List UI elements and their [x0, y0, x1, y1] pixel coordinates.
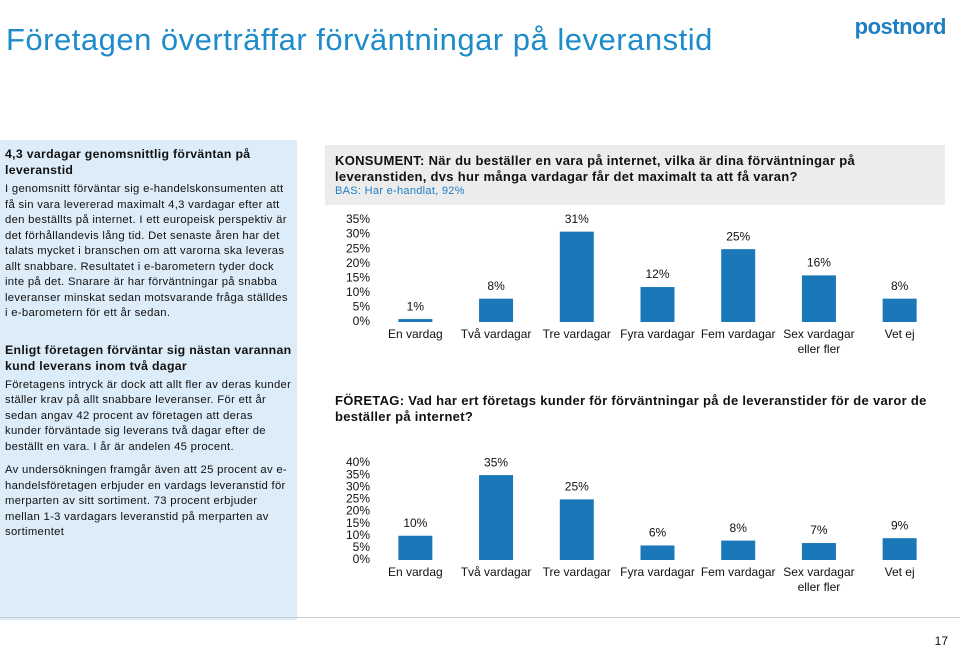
value-label: 6%	[649, 526, 667, 540]
bar	[882, 298, 917, 322]
bar	[721, 540, 756, 560]
x-tick-label: Tre vardagar	[542, 565, 611, 579]
sidebar-section: Enligt företagen förväntar sig nästan va…	[5, 342, 292, 541]
x-tick-label: Tre vardagar	[542, 327, 611, 341]
bar	[640, 287, 675, 322]
bar	[882, 538, 917, 560]
chart: 0% 5% 10% 15% 20% 25% 30% 35% 40% 10% 35% 25% 6% 8% 7%…	[325, 385, 945, 610]
y-tick-label: 0%	[353, 552, 371, 566]
page-number: 17	[934, 634, 948, 648]
y-tick-label: 30%	[346, 227, 370, 241]
sidebar: 4,3 vardagar genomsnittlig förväntan på …	[0, 140, 297, 620]
x-tick-label: En vardag	[387, 327, 443, 341]
bar	[398, 319, 433, 322]
logo: postnord	[854, 14, 947, 39]
y-tick-label: 15%	[346, 516, 370, 530]
x-tick-label: Fem vardagar	[700, 327, 776, 341]
bar	[640, 545, 675, 560]
paragraph: Företagens intryck är dock att allt fler…	[5, 378, 292, 453]
value-label: 1%	[407, 299, 425, 313]
sidebar-section: 4,3 vardagar genomsnittlig förväntan på …	[5, 146, 292, 322]
y-tick-label: 20%	[346, 256, 370, 270]
x-tick-label: Fem vardagar	[700, 565, 776, 579]
value-label: 31%	[565, 212, 589, 226]
x-tick-label: Två vardagar	[460, 327, 532, 341]
bar	[721, 249, 756, 322]
section-heading: Enligt företagen förväntar sig nästan va…	[5, 342, 292, 373]
y-tick-label: 5%	[353, 300, 371, 314]
chart-subtitle: BAS: Har e-handlat, 92%	[335, 185, 465, 197]
bar	[559, 231, 594, 322]
y-tick-label: 35%	[346, 467, 370, 481]
y-tick-label: 35%	[346, 212, 370, 226]
y-tick-label: 20%	[346, 504, 370, 518]
bar	[479, 298, 514, 322]
value-label: 10%	[403, 516, 427, 530]
chart-canvas: 0%5%10%15%20%25%30%35%40%10%35%25%6% 8% 7%…	[346, 455, 917, 566]
x-tick-label: En vardag	[387, 565, 443, 579]
y-tick-label: 0%	[353, 314, 371, 328]
value-label: 9%	[891, 518, 909, 532]
x-tick-label: Fyra vardagar	[620, 327, 695, 341]
chart-title: FÖRETAG: Vad har ert företags kunder för…	[335, 393, 927, 424]
chart: 0% 5% 10% 15% 20% 25% 30% 35% 1% 8% 31% 12% 25% 16% 8%…	[325, 145, 945, 370]
footer-rule	[0, 617, 960, 618]
bar	[479, 475, 514, 560]
bar	[801, 543, 836, 560]
value-label: 7%	[810, 523, 828, 537]
value-label: 25%	[565, 480, 589, 494]
slide-title: Företagen överträffar förväntningar på l…	[6, 22, 713, 57]
y-tick-label: 30%	[346, 479, 370, 493]
y-tick-label: 25%	[346, 241, 370, 255]
section-heading: 4,3 vardagar genomsnittlig förväntan på …	[5, 147, 251, 177]
y-tick-label: 10%	[346, 285, 370, 299]
value-label: 8%	[891, 279, 909, 293]
y-tick-label: 5%	[353, 540, 371, 554]
y-tick-label: 15%	[346, 270, 370, 284]
bar	[559, 499, 594, 560]
value-label: 8%	[487, 279, 505, 293]
paragraph: I genomsnitt förväntar sig e-handelskons…	[5, 183, 288, 319]
chart-title: KONSUMENT: När du beställer en vara på i…	[335, 153, 855, 184]
x-tick-label: Sex vardagar eller fler	[783, 565, 855, 594]
value-label: 16%	[807, 256, 831, 270]
y-tick-label: 25%	[346, 492, 370, 506]
x-tick-label: Fyra vardagar	[620, 565, 695, 579]
value-label: 25%	[726, 229, 750, 243]
chart-canvas: 0%5%10%15%20%25%30%35%1%8%31%12%25%16%8%	[325, 145, 945, 328]
x-tick-label: Vet ej	[884, 327, 915, 341]
x-tick-label: Vet ej	[884, 565, 915, 579]
bar	[398, 535, 433, 560]
title-box	[325, 145, 945, 205]
y-tick-label: 40%	[346, 455, 370, 469]
value-label: 12%	[645, 267, 669, 281]
y-tick-label: 10%	[346, 528, 370, 542]
x-tick-label: Sex vardagar eller fler	[783, 327, 855, 356]
value-label: 8%	[730, 521, 748, 535]
x-tick-label: Två vardagar	[460, 565, 532, 579]
bar	[801, 275, 836, 322]
paragraph: Av undersökningen framgår även att 25 pr…	[5, 464, 287, 538]
value-label: 35%	[484, 455, 508, 469]
